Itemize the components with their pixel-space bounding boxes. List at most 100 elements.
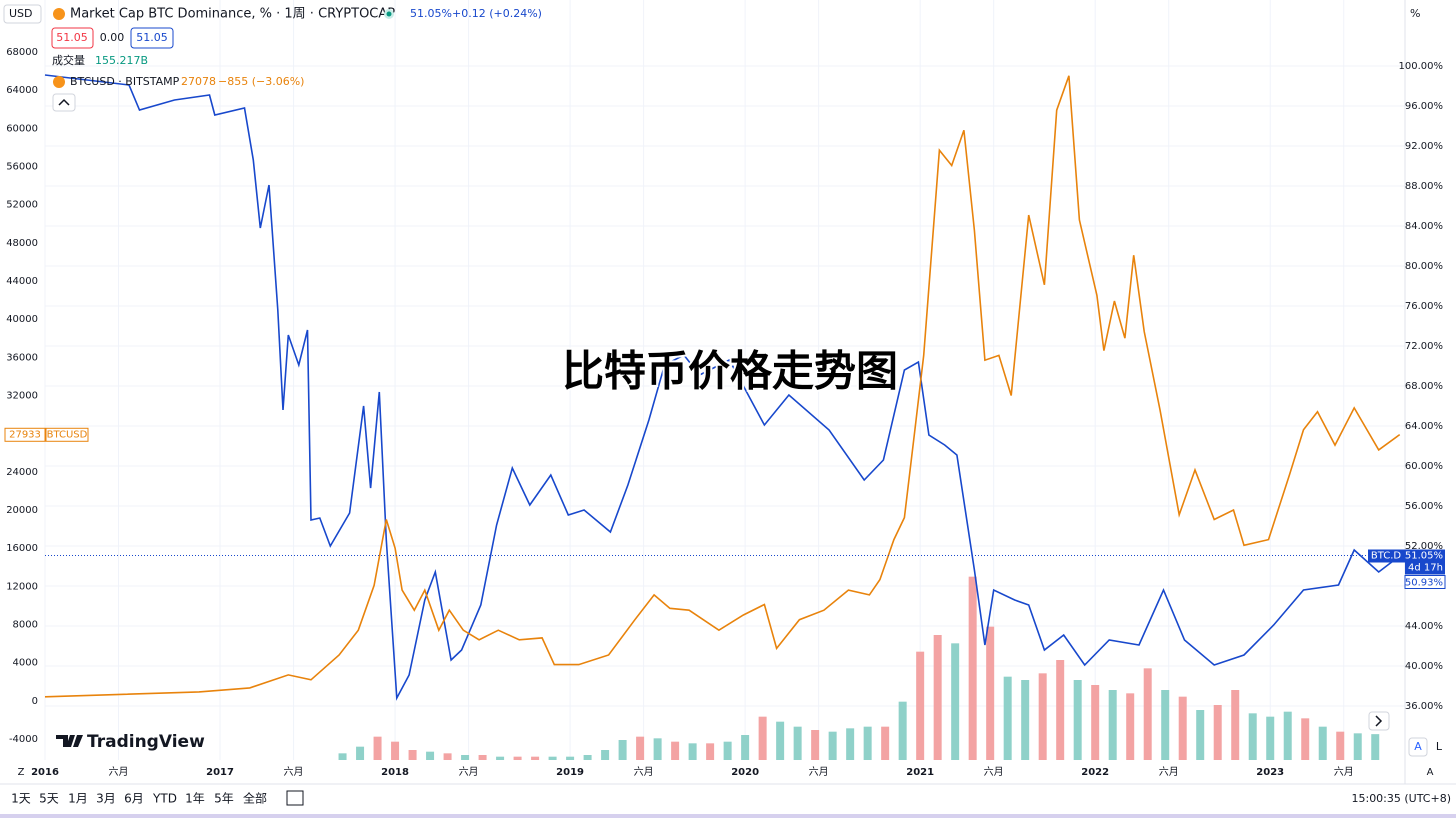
ohlc-box bbox=[51, 27, 94, 49]
y2-tick-label: 40.00% bbox=[1405, 661, 1443, 672]
volume-bar bbox=[1143, 668, 1152, 760]
volume-bar bbox=[1213, 705, 1222, 760]
brand-logo bbox=[56, 735, 83, 747]
volume-bar bbox=[951, 643, 960, 760]
volume-bar bbox=[846, 728, 855, 760]
volume-bar bbox=[1336, 731, 1345, 760]
prev-close-box bbox=[1404, 575, 1446, 589]
range-button[interactable]: 1月 bbox=[68, 792, 88, 806]
volume-bar bbox=[1126, 693, 1135, 760]
volume-bar bbox=[1108, 690, 1117, 760]
collapse-icon bbox=[58, 98, 70, 106]
volume-bar bbox=[426, 751, 435, 760]
x-tick-label: 六月 bbox=[1334, 766, 1354, 778]
range-button[interactable]: 5年 bbox=[214, 792, 234, 806]
currency-button[interactable] bbox=[3, 4, 42, 24]
volume-bar bbox=[776, 721, 785, 760]
y-tick-label: 20000 bbox=[6, 505, 38, 516]
volume-bar bbox=[583, 755, 592, 760]
volume-value: 155.217B bbox=[95, 54, 148, 67]
range-button[interactable]: YTD bbox=[152, 792, 177, 806]
volume bbox=[338, 576, 1380, 760]
prev-close-label: 50.93% bbox=[1405, 578, 1443, 589]
range-button[interactable]: 6月 bbox=[124, 792, 144, 806]
legend-value: 27078 bbox=[181, 75, 216, 88]
series-line bbox=[44, 74, 1401, 701]
volume-bar bbox=[898, 701, 907, 760]
auto-button[interactable] bbox=[1408, 737, 1428, 757]
x-tick-label: 2017 bbox=[206, 767, 234, 778]
volume-bar bbox=[1021, 680, 1030, 760]
y-tick-label: -4000 bbox=[9, 734, 38, 745]
series-name: Market Cap BTC Dominance, % · 1周 · CRYPT… bbox=[70, 7, 395, 22]
volume-bar bbox=[408, 750, 417, 760]
y-tick-label: 16000 bbox=[6, 543, 38, 554]
x-tick-label: 2021 bbox=[906, 767, 934, 778]
y-tick-label: 0 bbox=[32, 696, 38, 707]
range-button[interactable]: 1天 bbox=[11, 792, 31, 806]
y-tick-label: 44000 bbox=[6, 276, 38, 287]
volume-bar bbox=[1371, 734, 1380, 760]
y2-tick-label: 76.00% bbox=[1405, 301, 1443, 312]
volume-bar bbox=[566, 756, 575, 760]
auto-label: A bbox=[1427, 767, 1434, 778]
y-tick-label: 56000 bbox=[6, 161, 38, 172]
x-tick-label: 六月 bbox=[109, 766, 129, 778]
range-button[interactable]: 全部 bbox=[243, 791, 267, 806]
volume-bar bbox=[723, 741, 732, 760]
range-button[interactable]: 3月 bbox=[96, 792, 116, 806]
volume-bar bbox=[1178, 696, 1187, 760]
volume-bar bbox=[1073, 680, 1082, 760]
volume-bar bbox=[531, 756, 540, 760]
volume-bar bbox=[881, 726, 890, 760]
volume-bar bbox=[1248, 713, 1257, 760]
y2-tick-label: 88.00% bbox=[1405, 181, 1443, 192]
volume-bar bbox=[443, 753, 452, 760]
volume-bar bbox=[391, 741, 400, 760]
price-label-box bbox=[1405, 549, 1445, 575]
chart-title: 比特币价格走势图 bbox=[562, 347, 898, 396]
volume-bar bbox=[548, 756, 557, 760]
zoom-label[interactable]: Z bbox=[18, 767, 25, 778]
y-tick-label: 12000 bbox=[6, 581, 38, 592]
volume-bar bbox=[338, 753, 347, 760]
range-button[interactable]: 5天 bbox=[39, 792, 59, 806]
volume-bar bbox=[671, 741, 680, 760]
volume-bar bbox=[1318, 726, 1327, 760]
ohlc-value: 0.00 bbox=[100, 31, 125, 44]
price-tag-label: BTC.D bbox=[1371, 551, 1402, 562]
scroll-button[interactable] bbox=[1368, 711, 1390, 731]
volume-bar bbox=[1283, 711, 1292, 760]
price-label: 27933 bbox=[9, 429, 41, 440]
volume-bar bbox=[618, 740, 627, 760]
legend-change: +0.12 (+0.24%) bbox=[452, 7, 542, 20]
volume-bar bbox=[741, 735, 750, 760]
x-tick-label: 2016 bbox=[31, 767, 59, 778]
brand: TradingView bbox=[87, 732, 205, 752]
volume-bar bbox=[916, 651, 925, 760]
collapse-button[interactable] bbox=[52, 93, 76, 112]
date-range-icon[interactable] bbox=[286, 790, 304, 806]
volume-bar bbox=[478, 755, 487, 760]
y2-tick-label: 100.00% bbox=[1399, 61, 1444, 72]
volume-bar bbox=[986, 626, 995, 760]
y-tick-label: 68000 bbox=[6, 47, 38, 58]
x-tick-label: 六月 bbox=[634, 766, 654, 778]
y2-tick-label: 72.00% bbox=[1405, 341, 1443, 352]
clock: 15:00:35 (UTC+8) bbox=[1351, 792, 1451, 805]
y-tick-label: 48000 bbox=[6, 238, 38, 249]
series-name: BTCUSD · BITSTAMP bbox=[70, 75, 180, 88]
ohlc-value: 51.05 bbox=[56, 31, 88, 44]
volume-bar bbox=[496, 756, 505, 760]
volume-bar bbox=[653, 738, 662, 760]
ohlc-box bbox=[130, 27, 174, 49]
volume-bar bbox=[636, 736, 645, 760]
range-button[interactable]: 1年 bbox=[185, 792, 205, 806]
volume-bar bbox=[1266, 716, 1275, 760]
y2-tick-label: 80.00% bbox=[1405, 261, 1443, 272]
log-label[interactable]: L bbox=[1436, 740, 1443, 753]
y2-tick-label: 60.00% bbox=[1405, 461, 1443, 472]
y2-tick-label: 84.00% bbox=[1405, 221, 1443, 232]
